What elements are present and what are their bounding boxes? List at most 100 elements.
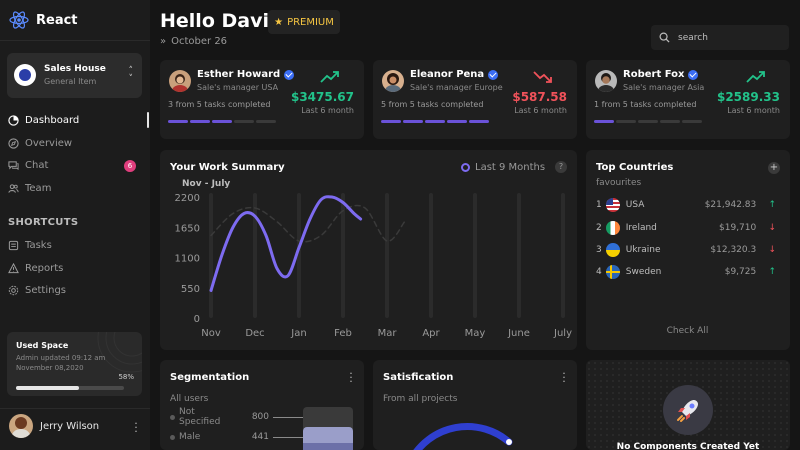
country-row[interactable]: 1 USA $21,942.83 ↑ (596, 198, 776, 212)
search-input[interactable] (678, 32, 778, 43)
active-indicator (147, 112, 149, 128)
person-card[interactable]: Robert Fox Sale's manager Asia 1 from 5 … (586, 60, 790, 139)
country-name: Ireland (625, 223, 657, 233)
date-breadcrumb: » October 26 (160, 36, 227, 47)
country-name: USA (625, 200, 645, 210)
workspace-avatar (14, 64, 36, 86)
period-selector[interactable]: Last 9 Months (461, 162, 545, 173)
segment-row: Male 441 (170, 431, 303, 443)
divider (0, 40, 150, 41)
arrow-down-icon: ↓ (768, 245, 776, 255)
sweden-flag-icon (605, 265, 620, 279)
team-icon (8, 183, 19, 193)
person-period: Last 6 month (514, 106, 567, 115)
used-space-fill (16, 386, 79, 390)
nav-item-tasks[interactable]: Tasks (8, 237, 143, 253)
work-summary-card: Your Work Summary (160, 150, 577, 350)
nav-item-label: Reports (25, 262, 64, 274)
country-rank: 4 (596, 267, 602, 277)
used-space-title: Used Space (16, 341, 69, 350)
person-name: Esther Howard (197, 69, 295, 80)
arrow-down-icon: ↓ (768, 223, 776, 233)
segment-connector (273, 436, 303, 438)
search-icon (659, 32, 670, 43)
country-row[interactable]: 4 Sweden $9,725 ↑ (596, 265, 776, 279)
nav-item-reports[interactable]: Reports (8, 260, 143, 276)
person-name: Eleanor Pena (410, 69, 499, 80)
nav-item-label: Overview (25, 137, 73, 149)
person-role: Sale's manager Asia (623, 83, 705, 92)
nav-item-dashboard[interactable]: Dashboard (8, 112, 143, 128)
usa-flag-icon (605, 198, 620, 212)
nav-item-settings[interactable]: Settings (8, 282, 143, 298)
person-card[interactable]: Eleanor Pena Sale's manager Europe 5 fro… (373, 60, 577, 139)
rocket-icon (663, 385, 713, 435)
person-avatar (169, 70, 191, 92)
country-rank: 1 (596, 200, 602, 210)
verified-icon (488, 69, 499, 80)
person-period: Last 6 month (301, 106, 354, 115)
segment-connector (273, 416, 303, 418)
dashboard-icon (8, 114, 19, 126)
nav-item-chat[interactable]: Chat (8, 157, 143, 173)
help-icon[interactable]: ? (555, 161, 567, 173)
nav-item-label: Tasks (25, 239, 52, 251)
user-menu-kebab-icon[interactable]: · · · (134, 417, 138, 438)
task-progress-segment (234, 120, 254, 123)
search-box[interactable] (651, 25, 789, 50)
satisfication-menu-kebab-icon[interactable]: · · · (562, 367, 566, 388)
shortcuts-heading: SHORTCUTS (8, 217, 79, 228)
country-row[interactable]: 3 Ukraine $12,320.3 ↓ (596, 243, 776, 257)
nav-item-team[interactable]: Team (8, 180, 143, 196)
empty-components-card: No Components Created Yet (586, 360, 790, 450)
nav-item-label: Settings (25, 284, 67, 296)
verified-icon (688, 69, 699, 80)
premium-badge: ★ PREMIUM (268, 10, 340, 34)
person-card[interactable]: Esther Howard Sale's manager USA 3 from … (160, 60, 364, 139)
country-amount: $12,320.3 (710, 245, 757, 255)
person-avatar (595, 70, 617, 92)
country-row[interactable]: 2 Ireland $19,710 ↓ (596, 221, 776, 235)
react-logo-icon (8, 9, 30, 31)
country-rank: 2 (596, 223, 602, 233)
satisfication-subtitle: From all projects (383, 394, 458, 404)
chat-icon (8, 160, 19, 170)
segment-row: Not Specified 800 (170, 407, 303, 427)
divider (0, 408, 150, 409)
used-space-card: Used Space Admin updated 09:12 am Novemb… (7, 332, 142, 396)
check-all-link[interactable]: Check All (666, 326, 709, 336)
task-progress-segment (256, 120, 276, 123)
task-progress-segment (469, 120, 489, 123)
used-space-subtitle: Admin updated 09:12 am November 08,2020 (16, 354, 106, 372)
task-progress-segment (190, 120, 210, 123)
task-progress-segment (594, 120, 614, 123)
segment-dot (170, 414, 175, 420)
add-icon[interactable]: + (768, 162, 780, 174)
sidebar: React Sales House General Item ˄ ˅ Dashbo… (0, 0, 150, 450)
reports-icon (8, 262, 19, 273)
nav-item-overview[interactable]: Overview (8, 135, 143, 151)
task-progress-segment (616, 120, 636, 123)
segmentation-menu-kebab-icon[interactable]: · · · (349, 367, 353, 388)
app-logo[interactable]: React (8, 9, 78, 31)
workspace-name: Sales House (44, 64, 106, 74)
trend-up-icon (746, 71, 765, 83)
workspace-switcher[interactable]: Sales House General Item ˄ ˅ (7, 53, 142, 98)
segment-label: Male (179, 432, 201, 442)
task-progress-segment (660, 120, 680, 123)
task-progress (168, 120, 276, 123)
trend-up-icon (320, 71, 339, 83)
overview-icon (8, 137, 19, 149)
segment-value: 441 (251, 432, 269, 442)
person-tasks: 1 from 5 tasks completed (594, 100, 697, 109)
work-summary-title: Your Work Summary (170, 162, 285, 173)
arrow-up-icon: ↑ (768, 200, 776, 210)
arrow-up-icon: ↑ (768, 267, 776, 277)
settings-icon (8, 285, 19, 295)
segment-label: Not Specified (179, 407, 221, 427)
nav-item-label: Chat (25, 159, 49, 171)
legend-label: Last 9 Months (475, 162, 546, 173)
segment-bar-next (303, 443, 353, 450)
country-rank: 3 (596, 245, 602, 255)
current-user[interactable]: Jerry Wilson (9, 414, 99, 438)
